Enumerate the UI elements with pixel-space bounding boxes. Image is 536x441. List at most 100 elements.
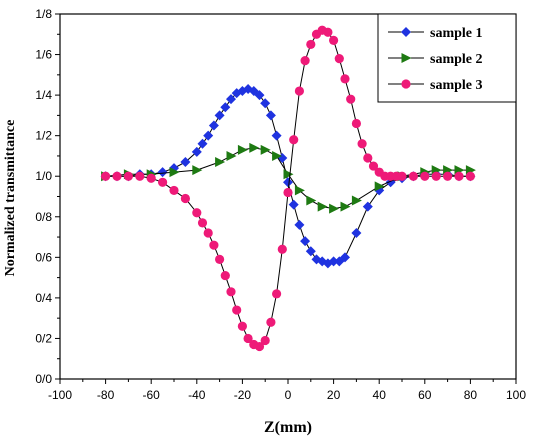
data-point [300, 236, 311, 247]
legend-marker [401, 79, 411, 89]
data-point [226, 150, 237, 161]
x-tick-label: 20 [327, 388, 341, 402]
y-tick-label: 0/6 [35, 250, 52, 264]
series-line [105, 88, 471, 264]
x-axis: -100 -80 -60 -40 -20 0 20 40 60 80 100 [48, 379, 526, 402]
data-point [294, 185, 305, 196]
data-point [123, 171, 133, 181]
data-point [254, 90, 265, 101]
data-point [362, 201, 373, 212]
data-point [220, 270, 230, 281]
y-tick-label: 0/2 [35, 331, 52, 345]
data-point [408, 171, 418, 181]
data-point [329, 203, 340, 214]
data-point [260, 335, 270, 346]
data-point [232, 305, 242, 315]
data-point [265, 110, 276, 121]
data-point [249, 142, 260, 153]
data-point [294, 86, 304, 96]
legend-marker [401, 27, 411, 37]
data-point [203, 130, 214, 141]
legend-item: sample 3 [388, 78, 483, 93]
data-point [101, 171, 111, 181]
data-point [351, 118, 361, 129]
data-point [135, 171, 145, 181]
data-point [197, 138, 208, 149]
data-point [363, 153, 373, 163]
data-point [317, 201, 328, 212]
x-tick-label: 40 [373, 388, 387, 402]
data-point [266, 317, 276, 327]
legend-item: sample 1 [388, 26, 483, 41]
x-tick-label: -60 [143, 388, 161, 402]
data-point [323, 27, 333, 37]
legend-label: sample 2 [430, 52, 483, 67]
data-point [397, 171, 407, 181]
x-axis-title: Z(mm) [264, 419, 312, 436]
data-point [300, 56, 310, 66]
data-point [283, 169, 294, 180]
data-point [351, 195, 362, 206]
y-tick-label: 0/4 [35, 291, 52, 305]
x-tick-label: -100 [48, 388, 72, 402]
data-point [169, 167, 180, 178]
y-tick-label: 1/4 [35, 88, 52, 102]
data-point [340, 252, 350, 263]
data-point [454, 171, 464, 181]
data-point [346, 94, 356, 104]
data-point [334, 54, 344, 64]
y-tick-label: 0/0 [35, 372, 52, 386]
data-point [368, 161, 379, 171]
data-point [294, 219, 305, 230]
data-point [208, 120, 219, 131]
data-point [260, 144, 271, 155]
data-point [328, 256, 339, 267]
data-point [226, 94, 236, 105]
data-point [283, 177, 293, 188]
data-point [351, 228, 362, 238]
data-point [214, 110, 225, 121]
data-point [305, 246, 316, 257]
x-tick-label: 100 [506, 388, 526, 402]
data-point [146, 173, 156, 183]
data-point [306, 39, 316, 50]
data-point [272, 289, 282, 299]
data-point [254, 341, 265, 352]
data-point [340, 201, 351, 212]
x-tick-label: 80 [464, 388, 478, 402]
data-point [431, 171, 441, 181]
data-point [272, 150, 283, 161]
data-point [192, 208, 202, 218]
data-point [357, 139, 367, 149]
data-point [180, 157, 191, 168]
data-point [465, 171, 475, 181]
y-axis-title: Normalized transmittance [3, 120, 18, 277]
x-tick-label: 60 [418, 388, 432, 402]
legend-item: sample 2 [388, 52, 483, 67]
data-point [288, 199, 299, 210]
data-point [209, 240, 219, 250]
data-point [374, 181, 385, 192]
legend-marker [401, 53, 412, 63]
y-tick-label: 1/6 [35, 48, 52, 62]
data-point [203, 228, 213, 238]
data-point [340, 74, 350, 84]
y-tick-label: 1/8 [35, 7, 52, 21]
data-point [220, 102, 231, 113]
data-point [271, 130, 282, 141]
data-point [215, 254, 225, 264]
x-tick-label: -20 [234, 388, 252, 402]
data-point [237, 144, 248, 155]
x-tick-label: -80 [97, 388, 115, 402]
data-point [180, 193, 190, 204]
x-tick-label: 0 [285, 388, 292, 402]
data-point [158, 177, 168, 187]
y-tick-label: 0/8 [35, 210, 52, 224]
data-point [215, 157, 226, 168]
data-point [226, 287, 236, 297]
data-point [191, 146, 202, 157]
legend-label: sample 1 [430, 26, 483, 41]
y-tick-label: 1/0 [35, 169, 52, 183]
data-point [329, 35, 339, 45]
